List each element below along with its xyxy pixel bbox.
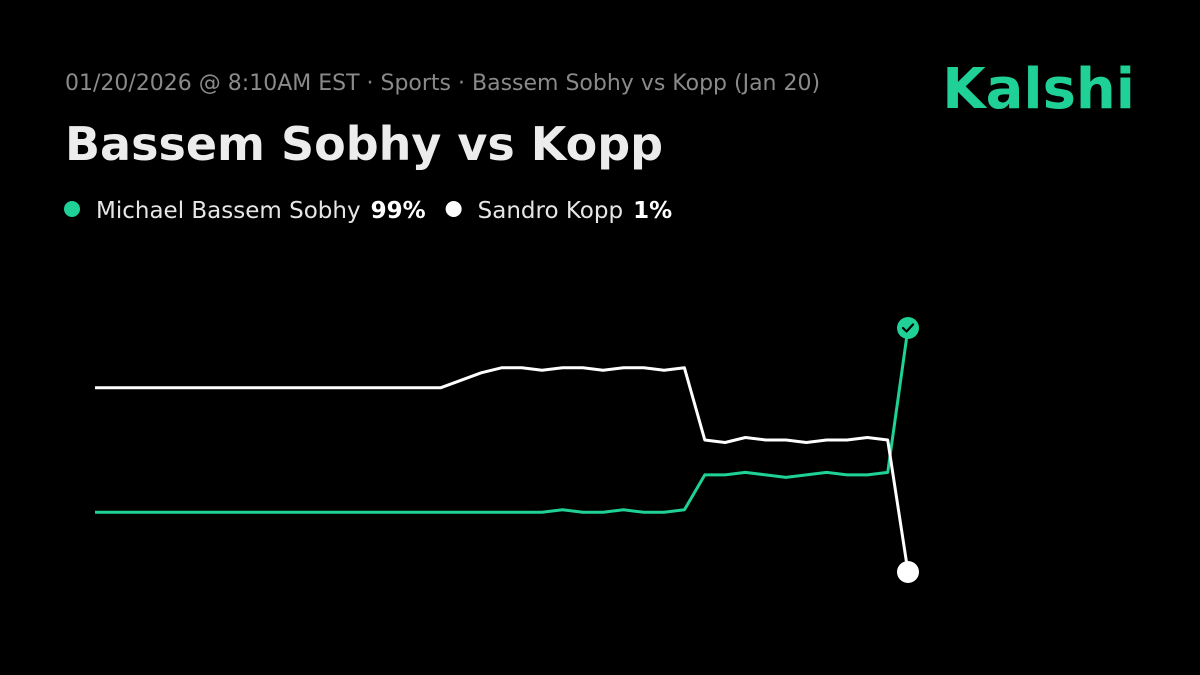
legend-value: 99%: [371, 198, 426, 224]
legend-marker: [445, 201, 462, 217]
legend-marker: [64, 201, 80, 217]
legend-label: Michael Bassem Sobhy: [96, 198, 361, 224]
end-point: [897, 561, 919, 584]
legend: Michael Bassem Sobhy 99% Sandro Kopp 1%: [64, 198, 672, 224]
plot: [95, 316, 919, 584]
legend-label: Sandro Kopp: [478, 198, 623, 224]
brand-logo: Kalshi: [942, 57, 1135, 122]
end-point: [897, 316, 919, 339]
legend-value: 1%: [633, 198, 672, 224]
check-icon: [901, 323, 915, 333]
subtitle: 01/20/2026 @ 8:10AM EST · Sports · Basse…: [65, 71, 820, 96]
series-line: [95, 366, 910, 573]
series-line: [95, 327, 910, 514]
chart-title: Bassem Sobhy vs Kopp: [65, 117, 663, 171]
